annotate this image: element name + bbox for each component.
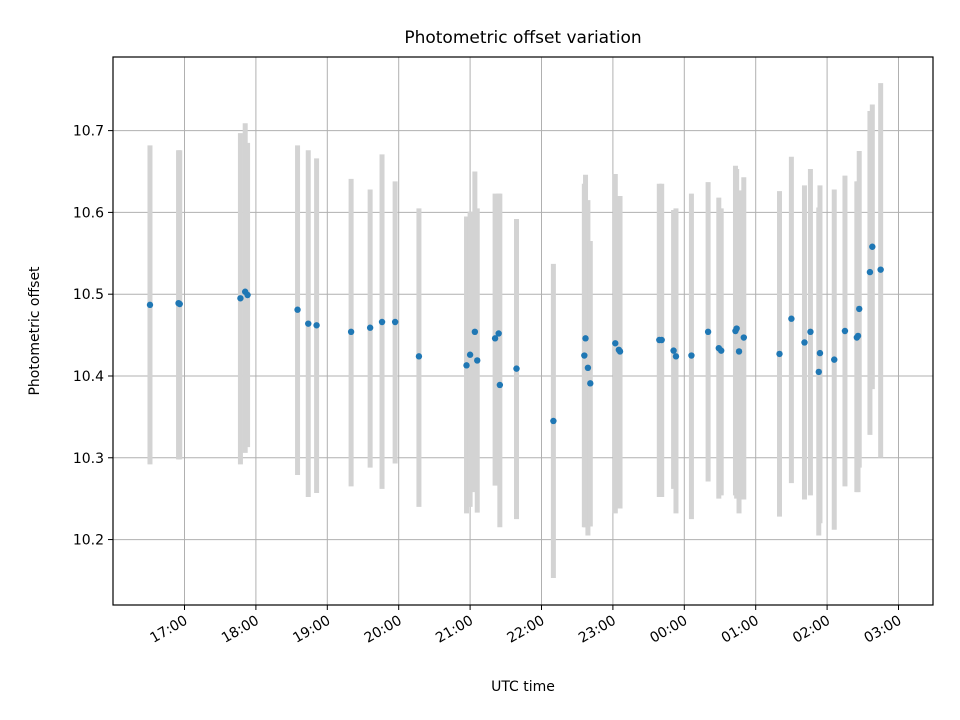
data-point xyxy=(313,322,320,329)
data-point xyxy=(854,332,862,340)
data-point xyxy=(550,417,557,425)
data-point xyxy=(474,357,481,364)
data-point xyxy=(237,295,244,302)
data-point xyxy=(496,381,504,389)
y-tick-label: 10.4 xyxy=(73,369,104,385)
data-point xyxy=(616,348,624,355)
chart-title: Photometric offset variation xyxy=(404,28,641,48)
data-point xyxy=(733,325,740,332)
plot-frame xyxy=(112,56,934,606)
data-point xyxy=(415,353,423,360)
y-axis-ticks: 10.2 10.3 10.4 10.5 10.6 10.7 xyxy=(73,124,113,549)
y-tick-label: 10.2 xyxy=(73,533,104,549)
data-point xyxy=(704,328,712,336)
data-point xyxy=(672,353,680,360)
data-point xyxy=(856,305,863,313)
y-tick-label: 10.5 xyxy=(73,287,104,303)
data-points xyxy=(146,243,884,425)
data-point xyxy=(176,300,183,308)
data-point xyxy=(869,243,876,250)
data-point xyxy=(776,350,783,358)
data-point xyxy=(581,352,588,359)
y-axis-label: Photometric offset xyxy=(27,266,43,396)
data-point xyxy=(463,362,470,369)
data-point xyxy=(491,335,499,342)
data-point xyxy=(788,315,795,322)
data-point xyxy=(587,380,594,387)
data-point xyxy=(831,356,838,363)
data-point xyxy=(688,352,695,359)
data-point xyxy=(877,266,884,273)
y-tick-label: 10.6 xyxy=(73,205,104,221)
data-point xyxy=(612,340,619,347)
data-point xyxy=(378,318,386,326)
data-point xyxy=(244,291,251,299)
data-point xyxy=(471,328,479,336)
y-tick-label: 10.3 xyxy=(73,451,104,467)
data-point xyxy=(347,328,355,336)
data-point xyxy=(740,334,747,341)
data-point xyxy=(815,368,822,376)
data-point xyxy=(366,324,374,331)
data-point xyxy=(816,349,824,357)
data-point xyxy=(495,330,502,337)
data-point xyxy=(866,268,874,276)
data-point xyxy=(584,364,592,372)
y-tick-label: 10.7 xyxy=(73,124,104,140)
x-axis-label: UTC time xyxy=(491,679,555,695)
data-point xyxy=(146,301,154,309)
data-point xyxy=(807,328,814,336)
data-point xyxy=(801,339,808,346)
data-point xyxy=(658,336,665,344)
data-point xyxy=(391,318,399,326)
data-point xyxy=(513,365,520,372)
data-point xyxy=(735,348,743,355)
data-point xyxy=(841,327,849,335)
data-point xyxy=(717,347,725,354)
data-point xyxy=(670,347,677,354)
data-point xyxy=(466,351,474,358)
data-point xyxy=(305,320,312,327)
data-point xyxy=(582,335,589,342)
data-point xyxy=(294,306,301,313)
